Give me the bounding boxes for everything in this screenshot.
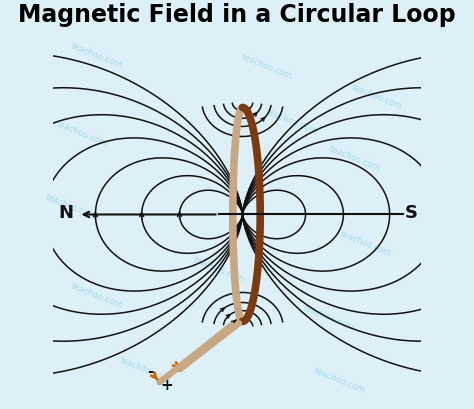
Text: teachoo.com: teachoo.com (328, 145, 382, 173)
Text: teachoo.com: teachoo.com (265, 108, 319, 137)
Text: teachoo.com: teachoo.com (191, 256, 246, 284)
Text: teachoo.com: teachoo.com (350, 82, 404, 111)
Text: teachoo.com: teachoo.com (313, 366, 367, 395)
Text: teachoo.com: teachoo.com (55, 119, 109, 148)
Text: S: S (405, 204, 418, 222)
Text: +: + (161, 378, 173, 393)
Title: Magnetic Field in a Circular Loop: Magnetic Field in a Circular Loop (18, 3, 456, 27)
Text: teachoo.com: teachoo.com (339, 229, 393, 258)
Text: -: - (147, 364, 154, 379)
Text: teachoo.com: teachoo.com (70, 42, 124, 70)
Text: teachoo.com: teachoo.com (70, 281, 124, 310)
Text: N: N (58, 204, 73, 222)
Text: teachoo.com: teachoo.com (44, 193, 98, 221)
Text: teachoo.com: teachoo.com (240, 53, 293, 81)
Text: teachoo.com: teachoo.com (302, 303, 356, 332)
Text: teachoo.com: teachoo.com (118, 355, 172, 384)
